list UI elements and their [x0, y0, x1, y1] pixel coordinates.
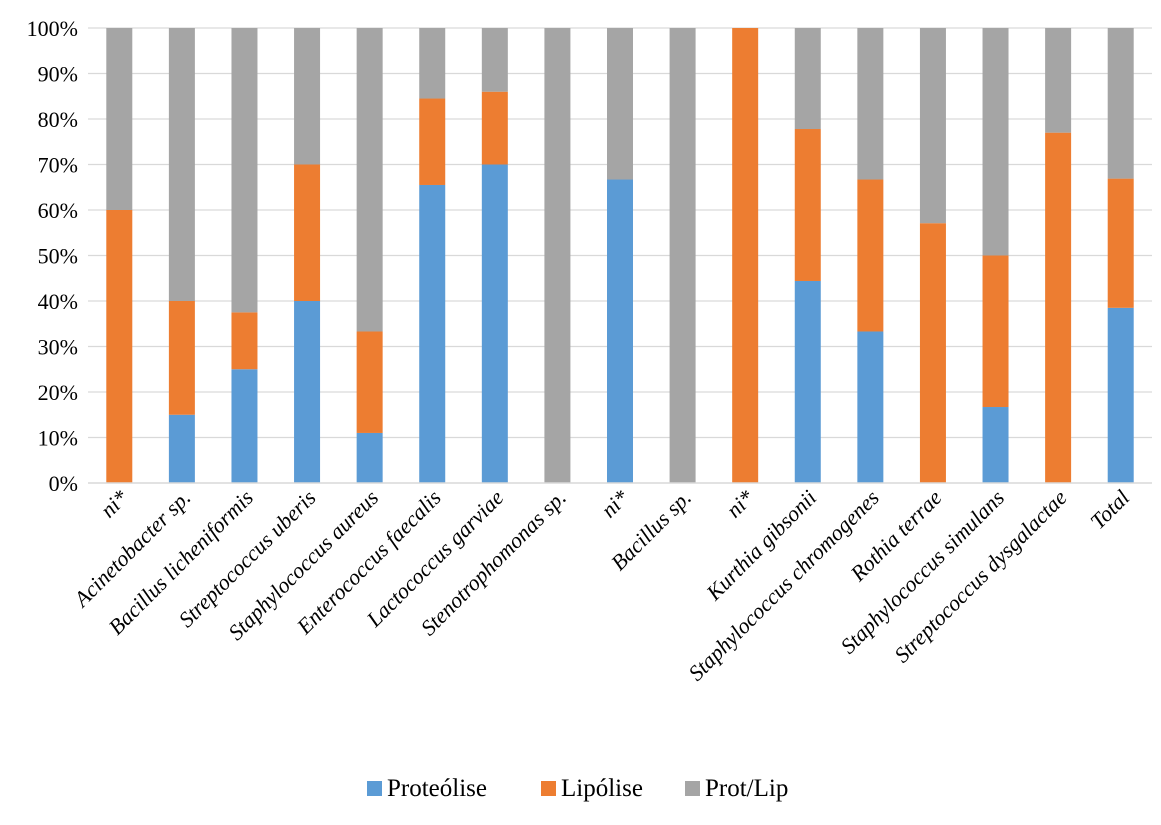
bar-segment — [294, 164, 321, 301]
y-tick-label: 80% — [38, 107, 78, 132]
bar-segment — [356, 28, 383, 332]
bar-segment — [857, 179, 884, 332]
y-tick-label: 0% — [49, 471, 78, 496]
legend-label: Lipólise — [561, 775, 643, 802]
bar-segment — [231, 312, 258, 370]
bar-segment — [168, 28, 195, 301]
y-tick-label: 40% — [38, 289, 78, 314]
y-tick-label: 90% — [38, 62, 78, 87]
bar-segment — [1107, 178, 1134, 308]
bar-segment — [982, 28, 1009, 256]
x-tick-label: Total — [1085, 485, 1134, 534]
bar-segment — [1107, 28, 1134, 179]
bar-segment — [1107, 307, 1134, 483]
x-tick-label: ni* — [95, 485, 133, 523]
bar-segment — [419, 98, 446, 185]
bar-segment — [1045, 28, 1072, 133]
bar-segment — [168, 301, 195, 415]
x-axis-labels: ni*Acinetobacter sp.Bacillus licheniform… — [67, 485, 1134, 686]
y-tick-label: 30% — [38, 335, 78, 360]
bar-segment — [607, 28, 633, 180]
x-tick-label: ni* — [596, 485, 634, 523]
bar-segment — [669, 28, 696, 483]
bar-segment — [794, 129, 821, 281]
y-tick-label: 60% — [38, 198, 78, 223]
y-tick-label: 70% — [38, 153, 78, 178]
bar-segment — [982, 407, 1009, 483]
bar-segment — [919, 223, 946, 483]
bar-segment — [106, 210, 133, 483]
bar-segment — [732, 28, 759, 483]
bar-segment — [356, 331, 383, 433]
y-tick-label: 50% — [38, 244, 78, 269]
bar-segment — [607, 179, 633, 483]
legend: Proteólise Lipólise Prot/Lip — [367, 775, 788, 802]
x-tick-label: Kurthia gibsonii — [700, 485, 821, 606]
bar-segment — [231, 28, 258, 313]
y-tick-label: 100% — [27, 16, 78, 41]
bar-segment — [168, 414, 195, 483]
legend-swatch — [541, 781, 556, 796]
bar-segment — [106, 28, 133, 210]
bar-segment — [481, 91, 508, 165]
bar-segment — [794, 280, 821, 483]
y-tick-label: 10% — [38, 426, 78, 451]
bar-segment — [794, 28, 821, 130]
bar-segment — [919, 28, 946, 224]
bar-segment — [481, 164, 508, 483]
bar-segment — [982, 255, 1009, 408]
legend-swatch — [367, 781, 382, 796]
bar-segment — [481, 28, 508, 92]
bar-segment — [419, 184, 446, 483]
bar-segment — [231, 369, 258, 483]
legend-label: Proteólise — [387, 775, 487, 802]
y-tick-label: 20% — [38, 380, 78, 405]
y-axis-ticks: 0% 10% 20% 30% 40% 50% 60% 70% 80% 90% 100% — [27, 16, 78, 496]
x-tick-label: ni* — [721, 485, 759, 523]
bar-segment — [294, 301, 321, 483]
bar-segment — [419, 28, 446, 99]
bar-segment — [544, 28, 571, 483]
bar-segment — [857, 331, 884, 483]
legend-label: Prot/Lip — [705, 775, 788, 802]
bar-segment — [1045, 132, 1072, 483]
bar-segment — [356, 432, 383, 483]
bar-segment — [857, 28, 884, 180]
bar-segment — [294, 28, 321, 165]
legend-swatch — [685, 781, 700, 796]
bars — [106, 28, 1134, 483]
